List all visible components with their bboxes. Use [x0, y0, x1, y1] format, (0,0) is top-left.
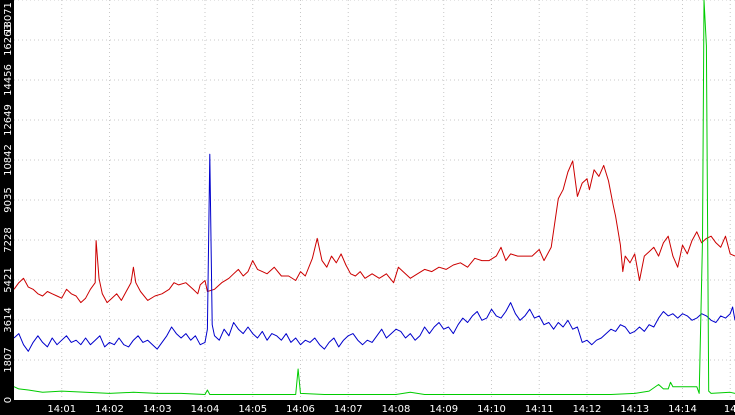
y-tick-label: 1807: [3, 347, 14, 372]
series-line-2: [13, 153, 735, 352]
y-tick-label: 9035: [3, 187, 14, 212]
x-tick-label: 14:06: [286, 404, 315, 415]
x-axis-band: [0, 400, 735, 415]
x-tick-label: 14:08: [382, 404, 411, 415]
x-tick-label: 14:02: [95, 404, 124, 415]
x-tick-label: 14:11: [525, 404, 554, 415]
y-tick-label: 14456: [3, 64, 14, 96]
y-tick-label: 12649: [3, 104, 14, 136]
x-tick-labels: 14:01 14:02 14:03 14:04 14:05 14:06 14:07 14:08…: [47, 404, 735, 415]
x-tick-label: 14:05: [238, 404, 267, 415]
y-tick-label: 16263: [3, 24, 14, 56]
x-tick-label: 14: [724, 404, 735, 415]
y-axis-band: [0, 0, 14, 415]
y-tick-label: 5421: [3, 267, 14, 292]
x-tick-label: 14:01: [47, 404, 76, 415]
x-tick-label: 14:09: [429, 404, 458, 415]
x-tick-label: 14:04: [191, 404, 220, 415]
x-tick-label: 14:10: [477, 404, 506, 415]
y-tick-labels: 0 1807 3614 5421 7228 9035 10842 12649 14456 1626…: [3, 2, 14, 403]
y-tick-label: 0: [3, 397, 14, 403]
y-tick-label: 18071: [3, 2, 14, 34]
series-line-1: [13, 160, 735, 304]
x-tick-label: 14:14: [668, 404, 697, 415]
y-tick-label: 7228: [3, 227, 14, 252]
x-tick-label: 14:12: [573, 404, 602, 415]
series-line-3: [13, 0, 735, 395]
x-tick-label: 14:03: [143, 404, 172, 415]
y-tick-label: 3614: [3, 307, 14, 332]
series-lines: [13, 0, 735, 395]
y-tick-label: 10842: [3, 144, 14, 176]
x-tick-label: 14:13: [620, 404, 649, 415]
x-tick-label: 14:07: [334, 404, 363, 415]
gridlines: [14, 0, 735, 400]
